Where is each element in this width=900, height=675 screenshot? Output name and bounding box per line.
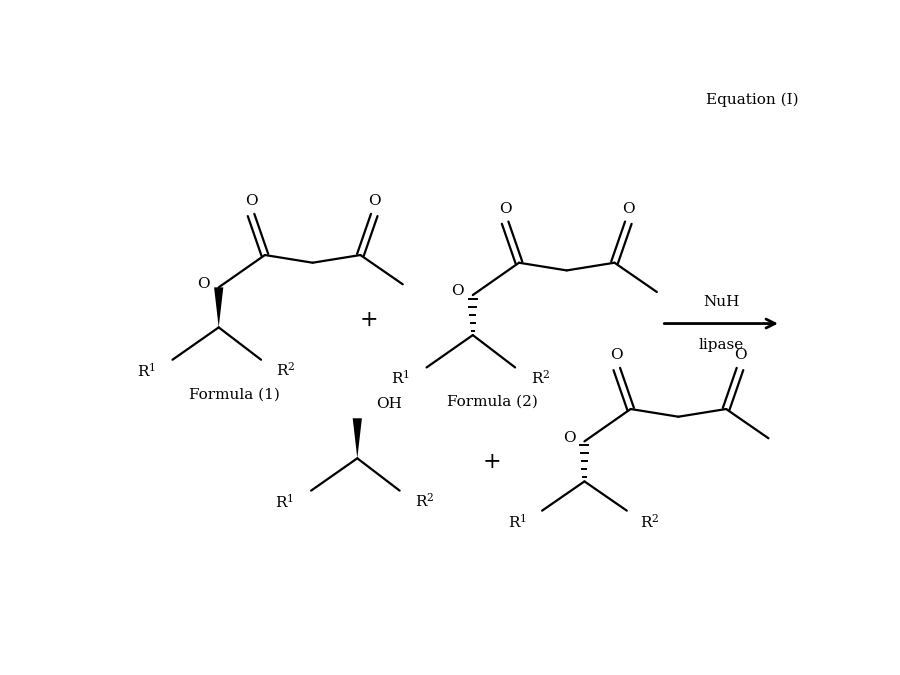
Text: Formula (2): Formula (2) <box>446 395 537 409</box>
Text: O: O <box>197 277 210 290</box>
Text: O: O <box>245 194 257 208</box>
Text: +: + <box>359 308 378 331</box>
Text: +: + <box>482 451 501 473</box>
Text: O: O <box>610 348 623 362</box>
Text: $\mathregular{R^1}$: $\mathregular{R^1}$ <box>137 362 156 379</box>
Text: Equation (I): Equation (I) <box>706 92 798 107</box>
Text: lipase: lipase <box>698 338 743 352</box>
Polygon shape <box>353 418 362 458</box>
Text: $\mathregular{R^2}$: $\mathregular{R^2}$ <box>530 369 550 386</box>
Text: O: O <box>622 202 634 216</box>
Text: O: O <box>451 284 464 298</box>
Text: $\mathregular{R^2}$: $\mathregular{R^2}$ <box>276 361 296 379</box>
Text: $\mathregular{R^1}$: $\mathregular{R^1}$ <box>275 493 294 510</box>
Text: $\mathregular{R^1}$: $\mathregular{R^1}$ <box>391 369 410 387</box>
Text: Formula (1): Formula (1) <box>189 387 280 402</box>
Text: O: O <box>368 194 381 208</box>
Polygon shape <box>214 288 223 327</box>
Text: $\mathregular{R^2}$: $\mathregular{R^2}$ <box>415 491 435 510</box>
Text: O: O <box>562 431 575 445</box>
Text: $\mathregular{R^2}$: $\mathregular{R^2}$ <box>640 512 660 531</box>
Text: O: O <box>499 202 511 216</box>
Text: OH: OH <box>376 398 402 411</box>
Text: O: O <box>734 348 746 362</box>
Text: NuH: NuH <box>703 295 739 309</box>
Text: $\mathregular{R^1}$: $\mathregular{R^1}$ <box>508 512 526 531</box>
